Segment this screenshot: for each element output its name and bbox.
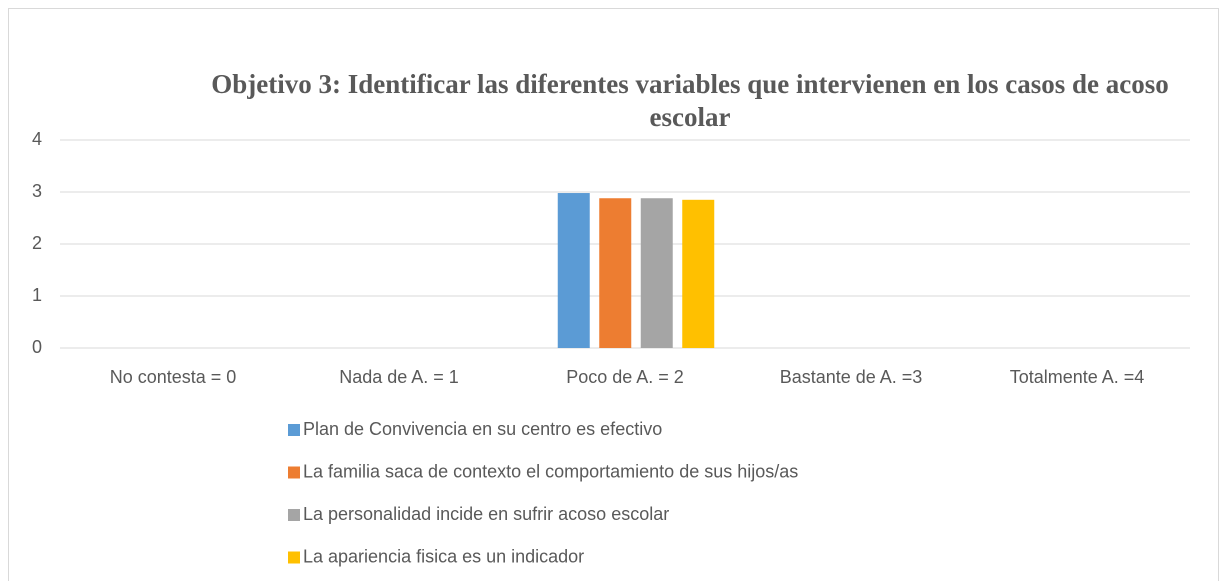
legend-swatch [288, 466, 300, 479]
y-tick-label: 2 [32, 233, 42, 253]
y-tick-label: 0 [32, 337, 42, 357]
legend-label: Plan de Convivencia en su centro es efec… [303, 419, 662, 439]
legend-swatch [288, 424, 300, 436]
x-tick-label: Bastante de A. =3 [780, 367, 923, 387]
x-tick-label: Nada de A. = 1 [339, 367, 459, 387]
legend-label: La personalidad incide en sufrir acoso e… [303, 504, 669, 524]
x-tick-label: Poco de A. = 2 [566, 367, 684, 387]
x-tick-label: No contesta = 0 [110, 367, 237, 387]
legend-swatch [288, 551, 300, 564]
y-tick-label: 3 [32, 181, 42, 201]
bar [640, 198, 673, 348]
legend-label: La apariencia fisica es un indicador [303, 546, 584, 566]
bar [557, 193, 590, 348]
legend-swatch [288, 509, 300, 521]
y-tick-label: 4 [32, 129, 42, 149]
bar [682, 199, 715, 348]
bar [599, 198, 632, 348]
y-tick-label: 1 [32, 285, 42, 305]
x-tick-label: Totalmente A. =4 [1010, 367, 1145, 387]
chart-title: Objetivo 3: Identificar las diferentes v… [211, 69, 1169, 132]
legend-label: La familia saca de contexto el comportam… [303, 461, 798, 481]
